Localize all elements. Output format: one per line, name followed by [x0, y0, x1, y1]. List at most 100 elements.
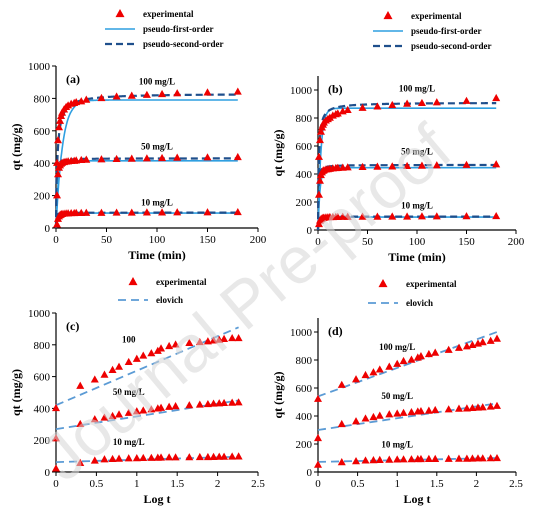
experimental-point	[407, 455, 416, 463]
y-tick-label: 1000	[290, 327, 313, 339]
pseudo-second-order-line	[54, 157, 238, 229]
experimental-point	[388, 162, 397, 170]
experimental-point	[424, 349, 433, 358]
experimental-point	[403, 161, 412, 170]
experimental-point	[314, 433, 322, 442]
experimental-point	[444, 345, 453, 353]
experimental-point	[203, 153, 212, 161]
legend: experimental pseudo-first-order pseudo-sec…	[105, 8, 224, 49]
experimental-point	[112, 208, 121, 216]
experimental-point	[165, 453, 174, 461]
y-tick-label: 0	[45, 467, 51, 479]
x-tick-label: 0	[315, 236, 321, 248]
experimental-point	[100, 370, 109, 378]
experimental-point	[361, 370, 370, 379]
experimental-point	[444, 405, 453, 413]
experimental-point	[462, 404, 471, 412]
y-axis-label: qt (mg/g)	[9, 369, 23, 416]
experimental-point	[393, 409, 402, 417]
experimental-point	[171, 453, 180, 461]
experimental-point	[228, 333, 237, 342]
panel-label: (c)	[66, 319, 79, 333]
experimental-point	[454, 404, 463, 412]
experimental-point	[337, 458, 346, 466]
experimental-point	[147, 349, 156, 357]
experimental-point	[486, 336, 495, 344]
experimental-point	[115, 410, 124, 418]
experimental-point	[185, 401, 194, 409]
experimental-point	[337, 380, 346, 388]
y-tick-label: 400	[34, 158, 51, 170]
experimental-point	[173, 208, 182, 216]
experimental-point	[165, 402, 174, 410]
experimental-point	[76, 381, 85, 389]
experimental-point	[352, 457, 361, 465]
experimental-point	[388, 212, 397, 220]
legend-label: experimental	[411, 11, 462, 21]
experimental-point	[352, 375, 361, 383]
legend: experimental elovich	[368, 278, 457, 308]
experimental-point	[203, 337, 212, 345]
experimental-point	[97, 93, 106, 102]
y-tick-label: 1000	[28, 308, 51, 320]
panel-label: (d)	[328, 324, 343, 338]
experimental-point	[462, 160, 471, 168]
experimental-point	[124, 408, 133, 416]
experimental-point	[228, 398, 237, 406]
experimental-point	[108, 454, 117, 463]
experimental-point	[373, 102, 382, 110]
x-tick-label: 2.5	[251, 478, 265, 490]
experimental-point	[209, 336, 218, 344]
y-tick-label: 600	[34, 372, 51, 384]
experimental-point	[185, 453, 194, 461]
experimental-point	[124, 454, 133, 462]
experimental-point	[444, 454, 453, 462]
experimental-point	[492, 334, 501, 342]
experimental-point	[112, 154, 121, 163]
experimental-point	[416, 352, 425, 360]
x-tick-label: 0.5	[90, 478, 104, 490]
x-tick-label: 50	[362, 236, 374, 248]
legend-label: pseudo-first-order	[143, 24, 214, 34]
experimental-point	[90, 415, 99, 423]
curve-label: 100 mg/L	[379, 342, 415, 352]
experimental-point	[97, 208, 106, 216]
experimental-point	[375, 411, 384, 419]
experimental-point	[56, 116, 65, 124]
x-tick-label: 150	[458, 236, 475, 248]
experimental-point	[369, 368, 378, 376]
experimental-point	[361, 414, 370, 422]
experimental-point	[158, 208, 167, 216]
experimental-point	[54, 136, 63, 144]
experimental-point	[220, 452, 229, 460]
experimental-point	[358, 212, 367, 220]
y-tick-label: 0	[307, 467, 313, 479]
experimental-point	[343, 163, 352, 171]
panel-c: 0 200 400 600 800 1000 0 0.5 1 1.5 2 2.5 Log t qt (mg…	[9, 276, 265, 506]
experimental-point	[234, 333, 243, 342]
experimental-point	[234, 452, 243, 460]
x-axis-label: Log t	[144, 492, 171, 506]
x-tick-label: 100	[149, 234, 166, 246]
experimental-point	[112, 92, 121, 100]
experimental-point	[316, 127, 325, 135]
experimental-point	[52, 464, 60, 472]
experimental-point	[373, 162, 382, 170]
experimental-point	[416, 454, 425, 463]
legend-marker	[383, 10, 393, 20]
experimental-point	[158, 89, 167, 98]
legend-label: pseudo-second-order	[411, 41, 492, 51]
experimental-point	[97, 155, 106, 163]
experimental-point	[424, 454, 433, 462]
curve-label: 100	[122, 334, 136, 344]
experimental-point	[54, 170, 63, 178]
experimental-point	[431, 454, 440, 462]
experimental-point	[337, 419, 346, 428]
experimental-point	[147, 405, 156, 413]
experimental-point	[417, 212, 426, 220]
experimental-point	[195, 452, 204, 461]
y-tick-label: 200	[34, 191, 51, 203]
experimental-point	[369, 456, 378, 464]
experimental-point	[203, 88, 212, 96]
